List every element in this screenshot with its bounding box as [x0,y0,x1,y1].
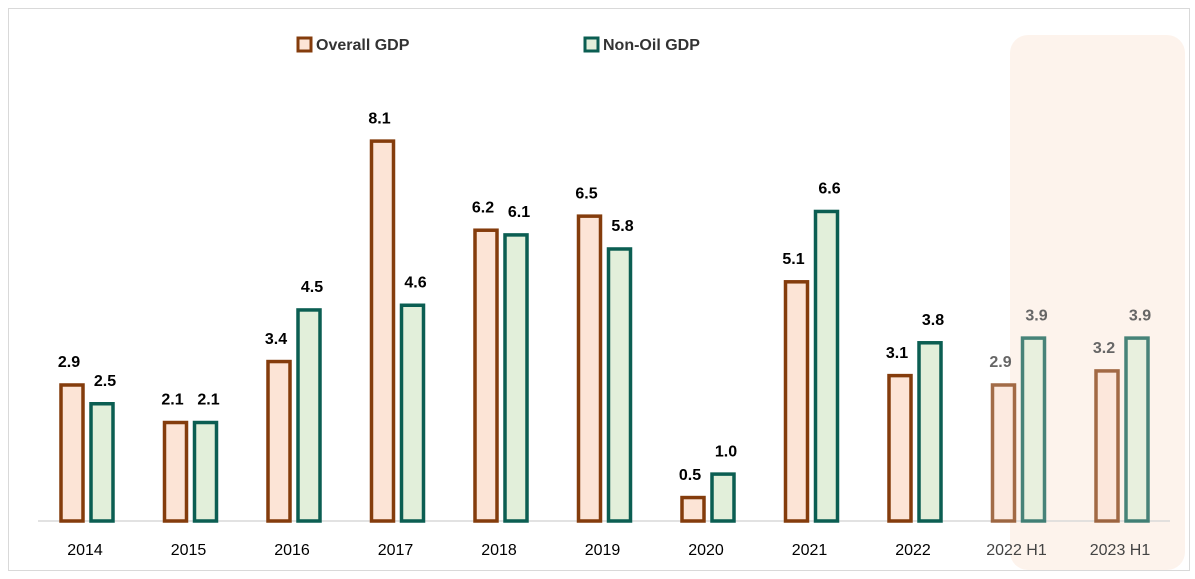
bar [59,383,85,523]
bar [399,303,426,523]
x-tick-label: 2015 [171,542,207,559]
bar [1020,336,1047,523]
x-tick-label: 2019 [585,542,621,559]
bar [473,228,499,523]
legend-swatch [296,36,313,53]
bar [680,495,706,523]
bar [1124,336,1150,523]
value-label: 6.6 [818,181,840,198]
x-tick-label: 2023 H1 [1090,542,1151,559]
value-label: 8.1 [368,110,390,127]
value-label: 5.1 [782,251,804,268]
value-label: 0.5 [679,467,701,484]
bar [369,139,396,523]
value-label: 2.1 [161,392,183,409]
value-label: 5.8 [611,218,633,235]
bar [89,402,115,523]
bar [576,214,603,523]
bar [917,341,943,523]
bar [296,308,322,523]
value-label: 2.9 [58,354,80,371]
value-label: 3.2 [1093,340,1115,357]
value-label: 6.1 [508,204,530,221]
bar [606,247,633,523]
x-tick-label: 2021 [792,542,828,559]
bar [1094,369,1120,523]
value-label: 3.8 [922,312,944,329]
value-label: 6.2 [472,199,494,216]
value-label: 4.6 [404,274,426,291]
x-tick-label: 2014 [67,542,103,559]
x-tick-label: 2022 [895,542,931,559]
value-label: 3.1 [886,345,908,362]
value-label: 3.9 [1129,307,1151,324]
value-label: 4.5 [301,279,323,296]
bar [710,472,736,523]
value-label: 2.1 [197,392,219,409]
value-label: 1.0 [715,443,737,460]
x-tick-label: 2018 [481,542,517,559]
value-label: 3.9 [1025,307,1047,324]
bar [813,209,840,523]
bar [192,420,219,523]
value-label: 6.5 [575,185,597,202]
bar [990,383,1017,523]
bar [503,233,529,523]
legend-label: Non-Oil GDP [603,37,700,54]
bar [162,420,189,523]
bar [887,373,913,523]
bar [266,359,292,523]
value-label: 2.5 [94,373,116,390]
x-tick-label: 2020 [688,542,724,559]
legend-label: Overall GDP [316,37,410,54]
x-tick-label: 2017 [378,542,414,559]
x-tick-label: 2022 H1 [986,542,1047,559]
value-label: 2.9 [989,354,1011,371]
legend-swatch [583,36,600,53]
bar [783,280,810,523]
value-label: 3.4 [265,331,287,348]
x-tick-label: 2016 [274,542,310,559]
